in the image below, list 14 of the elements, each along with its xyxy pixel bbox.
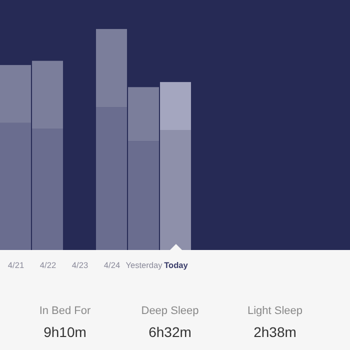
x-tick-label: Yesterday <box>126 260 164 270</box>
text: In Bed For <box>39 305 92 317</box>
x-tick-label: 4/21 <box>8 260 24 270</box>
text: 6h32m <box>148 324 192 340</box>
x-tick-label: 4/23 <box>72 260 88 270</box>
x-tick-label: Today <box>164 260 188 270</box>
text: 2h38m <box>254 324 296 340</box>
text: 9h10m <box>44 324 86 340</box>
bar <box>160 130 191 250</box>
text: Light Sleep <box>247 305 303 317</box>
x-tick-label: 4/24 <box>104 260 120 270</box>
x-tick-label: 4/22 <box>40 260 56 270</box>
bar <box>160 82 191 130</box>
text: Deep Sleep <box>141 305 199 317</box>
